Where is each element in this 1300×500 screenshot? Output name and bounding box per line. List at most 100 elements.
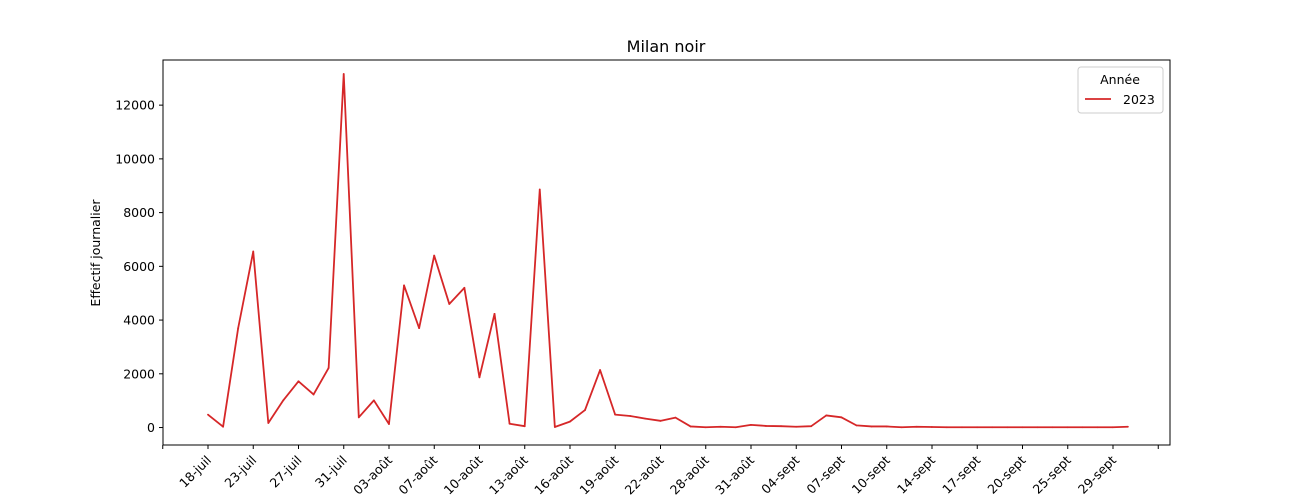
data-point [900,426,903,429]
data-point [282,399,285,402]
data-point [749,423,752,426]
data-point [795,425,798,428]
data-point [1126,425,1129,428]
data-point [342,73,345,75]
x-tick-label: 07-août [395,452,440,497]
data-point [448,303,451,305]
y-axis-label: Effectif journalier [88,199,103,307]
data-point [523,425,526,428]
legend-box [1077,66,1164,114]
x-tick-label: 18-juil [176,453,214,491]
x-tick-label: 07-sept [803,452,847,496]
y-tick-label: 10000 [115,151,155,166]
x-tick-label: 10-août [441,452,486,497]
data-point [825,414,828,417]
x-tick-label: 31-juil [312,453,350,491]
data-point [765,425,767,427]
data-point [403,284,405,287]
data-point [1111,426,1114,429]
x-tick-label: 25-sept [1030,452,1074,496]
data-point [538,188,541,191]
x-tick-label: 13-août [486,452,531,497]
data-point [433,254,436,257]
data-point [267,422,270,424]
data-point [629,415,632,417]
data-point [508,422,511,425]
plot-area: 0 2000 4000 6000 8000 10000 12000 18-juil 23-jui… [115,73,1159,497]
data-point [297,380,300,383]
y-tick-label: 2000 [123,366,155,381]
data-point [553,426,556,428]
data-point [644,417,647,420]
data-point [1096,426,1099,429]
data-point [704,426,707,429]
x-tick-label: 20-sept [984,452,1028,496]
x-tick-label: 03-août [350,452,395,497]
y-tick-label: 0 [147,420,155,435]
data-point [1066,426,1069,429]
data-point [840,416,843,419]
y-tick-label: 4000 [123,313,155,328]
data-point [388,423,390,425]
data-point [478,376,481,379]
data-point [810,425,813,428]
data-point [222,425,224,428]
data-point [719,425,722,428]
data-point [915,425,918,428]
data-point [674,416,677,419]
data-point [780,425,782,428]
data-point [312,393,315,396]
legend-entry-2023: 2023 [1123,92,1155,107]
x-tick-label: 17-sept [939,452,983,496]
data-point [327,366,330,369]
data-point [372,399,375,402]
series-line-2023 [207,73,1128,429]
data-point [689,425,692,428]
x-tick-label: 28-août [667,452,712,497]
data-point [659,419,662,422]
x-tick-label: 16-août [531,452,576,497]
data-point [357,416,360,419]
data-point [991,426,994,429]
data-point [855,424,858,427]
data-point [930,426,933,428]
x-tick-label: 31-août [712,452,757,497]
x-tick-label: 22-août [622,452,667,497]
data-point [976,426,978,429]
y-tick-label: 12000 [115,98,155,113]
data-point [599,369,601,371]
data-point [463,286,466,289]
data-point [418,327,421,330]
data-point [1051,426,1054,429]
legend-title: Année [1100,72,1140,87]
plot-frame [162,59,1171,446]
data-point [870,425,873,428]
data-point [1081,426,1084,429]
data-point [946,426,948,429]
y-tick-label: 8000 [123,205,155,220]
data-point [885,425,888,428]
legend: Année 2023 [1077,66,1164,114]
data-point [493,312,496,315]
x-tick-label: 10-sept [849,452,893,496]
data-point [207,413,209,416]
x-tick-label: 19-août [576,452,621,497]
x-tick-label: 29-sept [1075,452,1119,496]
x-tick-label: 04-sept [758,452,802,496]
data-point [1006,426,1009,429]
y-tick-label: 6000 [123,259,155,274]
chart-title: Milan noir [627,37,706,56]
data-point [1021,426,1024,429]
data-point [569,420,571,423]
data-point [252,250,255,253]
data-point [961,426,963,429]
x-tick-label: 14-sept [894,452,938,496]
data-point [614,413,617,416]
data-point [734,426,737,429]
x-tick-label: 23-juil [221,453,259,491]
data-point [237,327,240,330]
data-point [584,409,586,411]
data-point [1036,426,1039,429]
x-tick-label: 27-juil [267,453,305,491]
